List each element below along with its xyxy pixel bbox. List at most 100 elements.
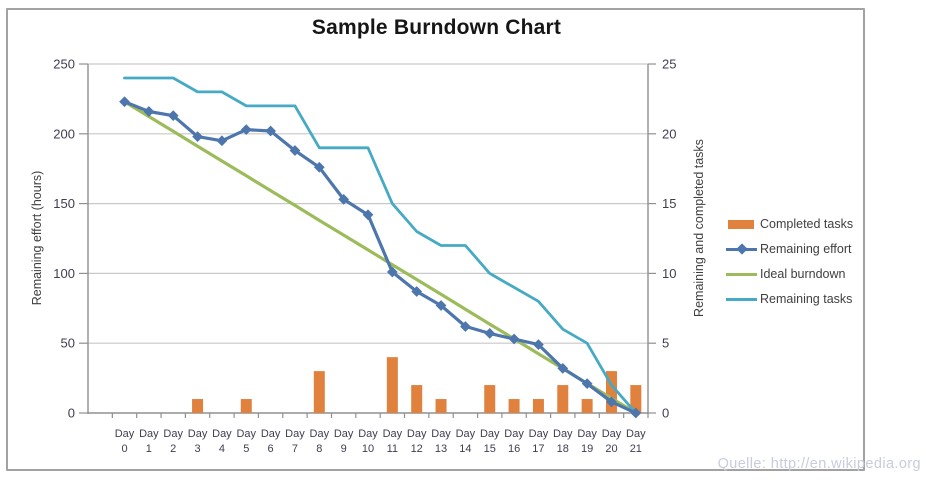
svg-text:Day: Day bbox=[480, 428, 500, 440]
diamond-marker bbox=[313, 161, 325, 173]
svg-text:Day: Day bbox=[577, 428, 597, 440]
completed-tasks-bar bbox=[240, 399, 252, 413]
diamond-marker bbox=[484, 328, 496, 339]
diamond-marker bbox=[435, 300, 447, 311]
svg-text:4: 4 bbox=[219, 443, 225, 455]
remaining-effort-line bbox=[122, 100, 638, 415]
ideal-burndown-line bbox=[122, 100, 638, 415]
svg-text:Day: Day bbox=[188, 428, 208, 440]
diamond-marker bbox=[216, 135, 228, 147]
legend: Completed tasks Remaining effort Ideal b… bbox=[726, 211, 853, 311]
svg-text:Day: Day bbox=[261, 428, 281, 440]
completed-tasks-bar bbox=[435, 399, 447, 413]
diamond-marker bbox=[630, 407, 642, 419]
svg-text:50: 50 bbox=[61, 336, 75, 351]
left-axis-title: Remaining effort (hours) bbox=[30, 170, 44, 306]
svg-text:1: 1 bbox=[146, 443, 152, 455]
diamond-marker bbox=[192, 131, 203, 142]
svg-text:19: 19 bbox=[581, 443, 593, 455]
svg-text:16: 16 bbox=[508, 443, 520, 455]
svg-text:7: 7 bbox=[292, 443, 298, 455]
svg-text:200: 200 bbox=[53, 126, 75, 141]
svg-text:0: 0 bbox=[121, 443, 127, 455]
svg-text:17: 17 bbox=[532, 443, 544, 455]
diamond-marker bbox=[143, 106, 155, 117]
svg-text:Day: Day bbox=[431, 428, 451, 440]
svg-text:Day: Day bbox=[212, 428, 232, 440]
svg-text:Day: Day bbox=[407, 428, 427, 440]
legend-item-remaining-tasks: Remaining tasks bbox=[726, 286, 853, 311]
diamond-marker bbox=[338, 194, 350, 205]
svg-text:5: 5 bbox=[662, 336, 669, 351]
completed-tasks-bar bbox=[630, 385, 642, 413]
svg-text:Day: Day bbox=[285, 428, 305, 440]
svg-text:10: 10 bbox=[662, 266, 676, 281]
svg-text:Day: Day bbox=[310, 428, 330, 440]
svg-text:Day: Day bbox=[504, 428, 524, 440]
completed-tasks-bar bbox=[386, 357, 398, 413]
remaining-tasks-line-swatch bbox=[726, 292, 759, 306]
completed-tasks-bar bbox=[532, 399, 544, 413]
completed-tasks-bar bbox=[313, 371, 325, 413]
right-axis-tick-labels: 0 5 10 15 20 25 bbox=[662, 57, 676, 421]
svg-text:Day: Day bbox=[334, 428, 354, 440]
completed-tasks-bar bbox=[411, 385, 423, 413]
legend-item-remaining-effort: Remaining effort bbox=[726, 236, 853, 261]
svg-text:8: 8 bbox=[316, 443, 322, 455]
svg-text:0: 0 bbox=[68, 406, 75, 421]
svg-text:21: 21 bbox=[630, 443, 642, 455]
svg-text:0: 0 bbox=[662, 406, 669, 421]
completed-tasks-bar bbox=[557, 385, 569, 413]
diamond-marker bbox=[119, 96, 130, 108]
legend-label-remaining-effort: Remaining effort bbox=[760, 241, 852, 256]
svg-text:150: 150 bbox=[53, 196, 75, 211]
left-axis-tick-labels: 0 50 100 150 200 250 bbox=[53, 57, 75, 421]
diamond-marker bbox=[386, 266, 398, 278]
svg-text:Day: Day bbox=[383, 428, 403, 440]
remaining-effort-line-swatch bbox=[726, 242, 759, 256]
completed-tasks-bar-swatch bbox=[726, 217, 759, 231]
diamond-marker bbox=[581, 378, 593, 390]
legend-item-ideal-burndown: Ideal burndown bbox=[726, 261, 853, 286]
svg-text:Day: Day bbox=[602, 428, 622, 440]
completed-tasks-bars bbox=[192, 357, 642, 413]
diamond-marker bbox=[362, 209, 374, 221]
chart-title: Sample Burndown Chart bbox=[311, 16, 562, 39]
completed-tasks-bar bbox=[508, 399, 520, 413]
diamond-marker bbox=[289, 145, 301, 156]
svg-text:6: 6 bbox=[268, 443, 274, 455]
svg-text:5: 5 bbox=[243, 443, 249, 455]
source-watermark: Quelle: http://en.wikipedia.org bbox=[717, 456, 921, 472]
svg-text:Day: Day bbox=[139, 428, 159, 440]
svg-text:Day: Day bbox=[358, 428, 378, 440]
diamond-marker bbox=[265, 125, 276, 137]
svg-text:3: 3 bbox=[195, 443, 201, 455]
completed-tasks-bar bbox=[605, 371, 617, 413]
completed-tasks-bar bbox=[484, 385, 496, 413]
diamond-marker bbox=[240, 124, 252, 135]
axes bbox=[79, 63, 656, 418]
svg-text:13: 13 bbox=[435, 443, 447, 455]
svg-text:100: 100 bbox=[53, 266, 75, 281]
svg-text:18: 18 bbox=[557, 443, 569, 455]
diamond-marker bbox=[557, 362, 569, 374]
svg-text:250: 250 bbox=[53, 57, 75, 72]
legend-label-remaining-tasks: Remaining tasks bbox=[760, 291, 853, 306]
completed-tasks-bar bbox=[192, 399, 204, 413]
svg-text:20: 20 bbox=[605, 443, 617, 455]
remaining-tasks-line bbox=[123, 76, 638, 415]
svg-text:14: 14 bbox=[459, 443, 471, 455]
svg-text:9: 9 bbox=[341, 443, 347, 455]
svg-text:10: 10 bbox=[362, 443, 374, 455]
legend-item-completed-tasks: Completed tasks bbox=[726, 211, 853, 236]
svg-text:12: 12 bbox=[411, 443, 423, 455]
gridlines bbox=[88, 63, 648, 344]
svg-text:25: 25 bbox=[662, 57, 676, 72]
svg-text:15: 15 bbox=[484, 443, 496, 455]
legend-label-completed-tasks: Completed tasks bbox=[760, 216, 854, 231]
diamond-marker bbox=[460, 321, 471, 332]
svg-text:Day: Day bbox=[529, 428, 549, 440]
svg-text:Day: Day bbox=[553, 428, 573, 440]
